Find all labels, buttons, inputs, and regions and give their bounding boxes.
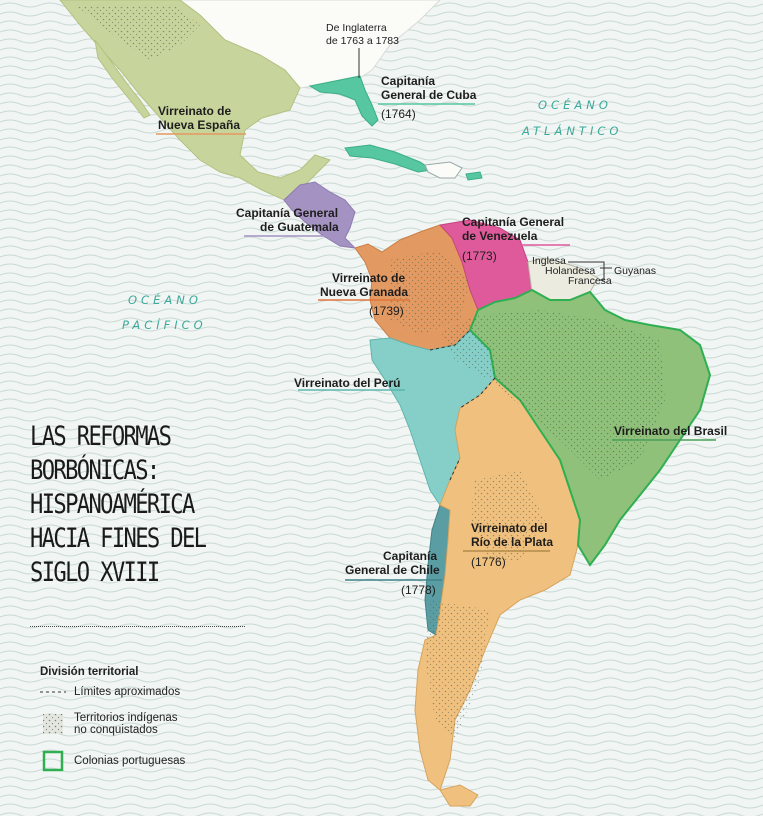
indigenous-zone-pampa [425,600,490,740]
date-chile: (1778) [401,583,436,597]
region-nueva-espana [59,0,331,201]
ocean-pacific-line1: OCÉANO [128,293,202,307]
caribbean-island-hispaniola [424,161,463,179]
note-inglaterra-line1: De Inglaterra [326,22,387,34]
label-nueva-espana-line2: Nueva España [158,118,241,132]
label-cuba-line1: Capitanía [381,74,436,88]
label-cuba-line2: General de Cuba [381,88,477,102]
note-inglaterra-line2: de 1763 a 1783 [326,35,399,47]
dotted-area-icon [40,713,66,735]
dashed-line-icon [40,689,66,695]
legend-label-portuguese: Colonias portuguesas [74,755,186,767]
title-line-3: HISPANOAMÉRICA [30,489,195,520]
label-guatemala-line1: Capitanía General [236,206,339,220]
ocean-atlantic-line2: ATLÁNTICO [522,124,623,138]
date-rio-plata: (1776) [471,555,506,569]
label-guatemala-line2: de Guatemala [260,220,339,234]
title-divider [30,626,245,627]
guyanas-group-label: Guyanas [614,265,657,277]
caribbean-island-puerto-rico [465,171,483,181]
guyana-inglesa: Inglesa [532,255,566,267]
region-cuba [344,144,434,173]
label-chile-line2: General de Chile [345,563,440,577]
legend-item-indigenous: Territorios indígenas no conquistados [40,712,185,736]
legend-title: División territorial [40,666,139,678]
indigenous-zone-orinoco [390,250,470,335]
date-nueva-granada: (1739) [369,304,404,318]
region-nueva-espana-baja [94,39,151,119]
title-line-2: BORBÓNICAS: [30,455,160,486]
legend: División territorial Límites aproximados… [40,666,185,786]
region-tierra-del-fuego [439,784,479,807]
ocean-pacific-line2: PACÍFICO [122,318,207,332]
region-guatemala [283,181,357,249]
boundary-dashed [429,329,496,481]
region-florida [308,75,379,127]
label-nueva-granada-line1: Virreinato de [332,271,406,285]
map-title: LAS REFORMAS BORBÓNICAS: HISPANOAMÉRICA … [30,420,219,590]
label-rio-plata-line1: Virreinato del [471,521,548,535]
label-nueva-espana-line1: Virreinato de [158,104,232,118]
title-line-1: LAS REFORMAS [30,421,172,452]
indigenous-zone-amazon [440,310,665,480]
label-venezuela-line2: de Venezuela [462,229,538,243]
date-venezuela: (1773) [462,249,497,263]
label-chile-line1: Capitanía [383,549,438,563]
guyana-holandesa: Holandesa [545,265,596,277]
legend-label-indigenous-line2: no conquistados [74,724,158,736]
title-line-4: HACIA FINES DEL [30,523,207,554]
guyana-francesa: Francesa [568,275,612,287]
legend-item-limits: Límites aproximados [40,686,185,698]
indigenous-zone-chaco [470,470,545,560]
legend-item-portuguese: Colonias portuguesas [40,750,185,772]
label-brasil: Virreinato del Brasil [614,424,728,438]
green-outline-icon [40,750,66,772]
label-rio-plata-line2: Río de la Plata [471,535,554,549]
label-peru: Virreinato del Perú [294,376,401,390]
date-cuba: (1764) [381,107,416,121]
guyanas-bracket [568,261,612,281]
label-venezuela-line1: Capitanía General [462,215,565,229]
legend-label-indigenous: Territorios indígenas no conquistados [74,712,178,736]
legend-label-indigenous-line1: Territorios indígenas [74,712,178,724]
legend-label-limits: Límites aproximados [74,686,181,698]
indigenous-zone-north [75,5,200,60]
title-line-5: SIGLO XVIII [30,557,160,588]
ocean-atlantic-line1: OCÉANO [538,98,612,112]
label-nueva-granada-line2: Nueva Granada [320,285,409,299]
